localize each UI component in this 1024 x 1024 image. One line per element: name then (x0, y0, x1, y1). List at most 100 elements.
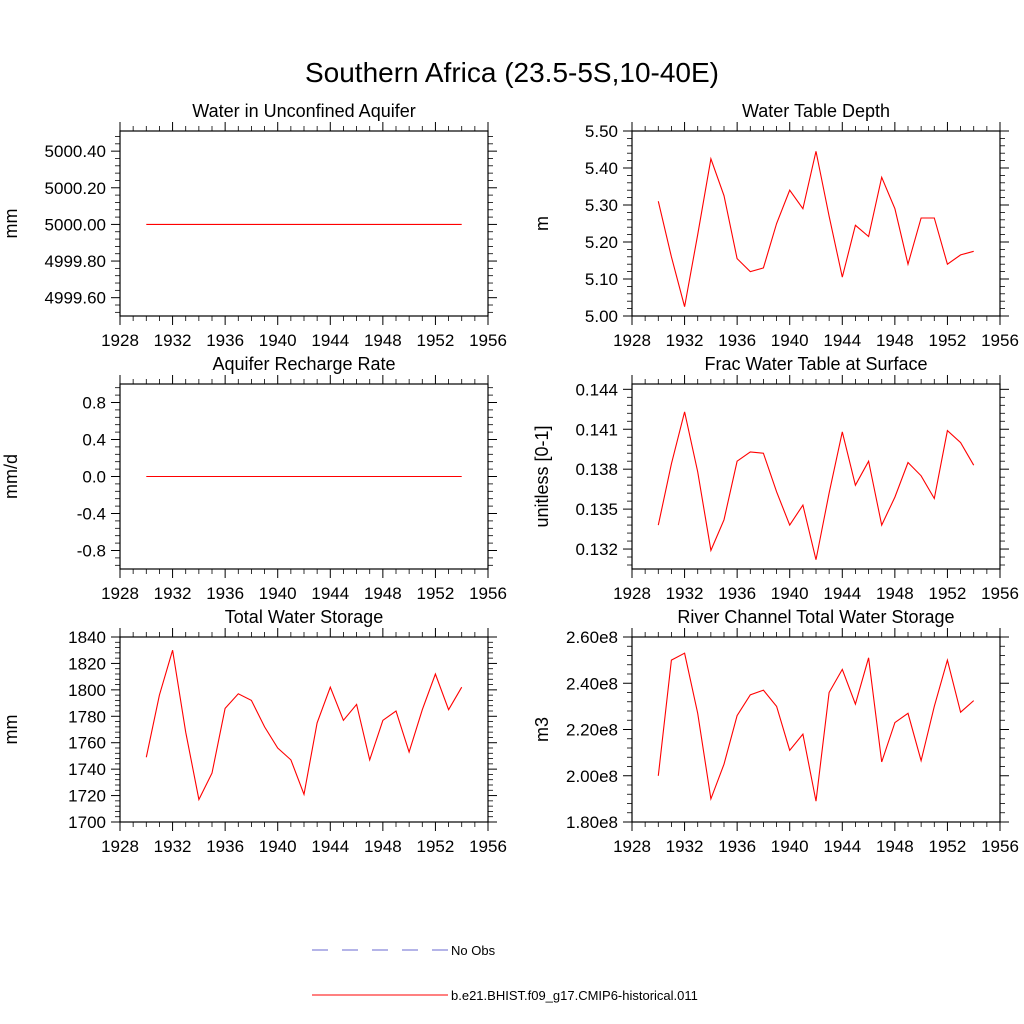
y-axis-label: m (532, 216, 552, 231)
x-tick-label: 1936 (718, 331, 756, 350)
y-tick-label: 1780 (68, 707, 106, 726)
x-tick-label: 1956 (469, 837, 507, 856)
x-tick-label: 1932 (666, 837, 704, 856)
panel-3: Frac Water Table at Surface 1928 1932 1936 1… (532, 354, 1019, 603)
x-tick-label: 1928 (613, 584, 651, 603)
y-tick-label: 0.8 (82, 394, 106, 413)
y-tick-label: 5.30 (585, 196, 618, 215)
figure-title: Southern Africa (23.5-5S,10-40E) (305, 57, 719, 88)
panel-title: Water Table Depth (742, 101, 890, 121)
x-tick-label: 1948 (876, 837, 914, 856)
y-axis-label: mm (1, 715, 21, 745)
y-axis-label: mm (1, 209, 21, 239)
x-tick-label: 1948 (876, 584, 914, 603)
panel-0: Water in Unconfined Aquifer 1928 1932 1936 1… (1, 101, 507, 350)
series-line (657, 411, 975, 560)
y-tick-label: 5000.00 (45, 215, 106, 234)
x-tick-label: 1936 (206, 584, 244, 603)
x-tick-label: 1936 (718, 584, 756, 603)
y-tick-label: 0.0 (82, 468, 106, 487)
plot-frame (631, 383, 1001, 570)
y-tick-label: 0.132 (575, 540, 618, 559)
panel-2: Aquifer Recharge Rate 1928 1932 1936 1940 194… (1, 354, 507, 603)
y-tick-label: 4999.80 (45, 252, 106, 271)
x-tick-label: 1928 (101, 837, 139, 856)
y-tick-label: 5.40 (585, 159, 618, 178)
x-tick-label: 1956 (981, 837, 1019, 856)
panel-1: Water Table Depth 1928 1932 1936 1940 1944 194… (532, 101, 1019, 350)
y-tick-label: 1720 (68, 787, 106, 806)
legend-label-model: b.e21.BHIST.f09_g17.CMIP6-historical.011 (451, 988, 698, 1003)
y-tick-label: 1760 (68, 734, 106, 753)
x-tick-label: 1948 (876, 331, 914, 350)
panel-title: Water in Unconfined Aquifer (192, 101, 415, 121)
y-tick-label: -0.8 (77, 542, 106, 561)
x-tick-label: 1952 (417, 331, 455, 350)
y-tick-label: 0.135 (575, 500, 618, 519)
x-tick-label: 1932 (154, 837, 192, 856)
x-tick-label: 1940 (771, 584, 809, 603)
plot-frame (631, 130, 1001, 317)
y-tick-label: 1.80e8 (566, 813, 618, 832)
x-tick-label: 1952 (417, 584, 455, 603)
x-tick-label: 1928 (613, 837, 651, 856)
x-tick-label: 1944 (311, 584, 349, 603)
x-tick-label: 1928 (101, 584, 139, 603)
x-tick-label: 1936 (206, 331, 244, 350)
x-tick-label: 1940 (771, 837, 809, 856)
x-tick-label: 1956 (981, 331, 1019, 350)
x-tick-label: 1948 (364, 837, 402, 856)
y-axis-label: unitless [0-1] (532, 425, 552, 527)
x-tick-label: 1952 (929, 331, 967, 350)
y-axis-label: mm/d (1, 454, 21, 499)
y-tick-label: 1700 (68, 813, 106, 832)
legend-label-no-obs: No Obs (451, 943, 496, 958)
x-tick-label: 1948 (364, 584, 402, 603)
y-tick-label: 5.20 (585, 233, 618, 252)
y-tick-label: 2.00e8 (566, 767, 618, 786)
y-tick-label: 0.138 (575, 460, 618, 479)
y-tick-label: 2.60e8 (566, 628, 618, 647)
plot-frame (119, 130, 489, 317)
x-tick-label: 1952 (929, 837, 967, 856)
y-tick-label: 0.144 (575, 380, 618, 399)
x-tick-label: 1944 (823, 837, 861, 856)
x-tick-label: 1952 (929, 584, 967, 603)
panels: Water in Unconfined Aquifer 1928 1932 1936 1… (1, 101, 1019, 856)
y-tick-label: 5000.40 (45, 142, 106, 161)
x-tick-label: 1940 (771, 331, 809, 350)
y-axis-label: m3 (532, 717, 552, 742)
y-tick-label: 1800 (68, 681, 106, 700)
x-tick-label: 1956 (469, 584, 507, 603)
y-tick-label: 5000.20 (45, 179, 106, 198)
x-tick-label: 1956 (469, 331, 507, 350)
y-tick-label: -0.4 (77, 505, 106, 524)
x-tick-label: 1936 (718, 837, 756, 856)
x-tick-label: 1928 (613, 331, 651, 350)
x-tick-label: 1944 (823, 584, 861, 603)
panel-title: Aquifer Recharge Rate (212, 354, 395, 374)
x-tick-label: 1932 (666, 331, 704, 350)
x-tick-label: 1928 (101, 331, 139, 350)
y-tick-label: 1740 (68, 760, 106, 779)
x-tick-label: 1940 (259, 331, 297, 350)
y-tick-label: 4999.60 (45, 289, 106, 308)
x-tick-label: 1936 (206, 837, 244, 856)
legend: No Obs b.e21.BHIST.f09_g17.CMIP6-historic… (312, 943, 698, 1003)
x-tick-label: 1944 (823, 331, 861, 350)
x-tick-label: 1952 (417, 837, 455, 856)
panel-title: River Channel Total Water Storage (677, 607, 954, 627)
x-tick-label: 1956 (981, 584, 1019, 603)
series-line (657, 652, 975, 802)
panel-5: River Channel Total Water Storage 1928 193… (532, 607, 1019, 856)
x-tick-label: 1932 (154, 584, 192, 603)
x-tick-label: 1944 (311, 331, 349, 350)
y-tick-label: 5.50 (585, 122, 618, 141)
y-tick-label: 1820 (68, 654, 106, 673)
x-tick-label: 1940 (259, 584, 297, 603)
y-tick-label: 0.141 (575, 420, 618, 439)
y-tick-label: 0.4 (82, 431, 106, 450)
y-tick-label: 2.40e8 (566, 674, 618, 693)
x-tick-label: 1932 (154, 331, 192, 350)
